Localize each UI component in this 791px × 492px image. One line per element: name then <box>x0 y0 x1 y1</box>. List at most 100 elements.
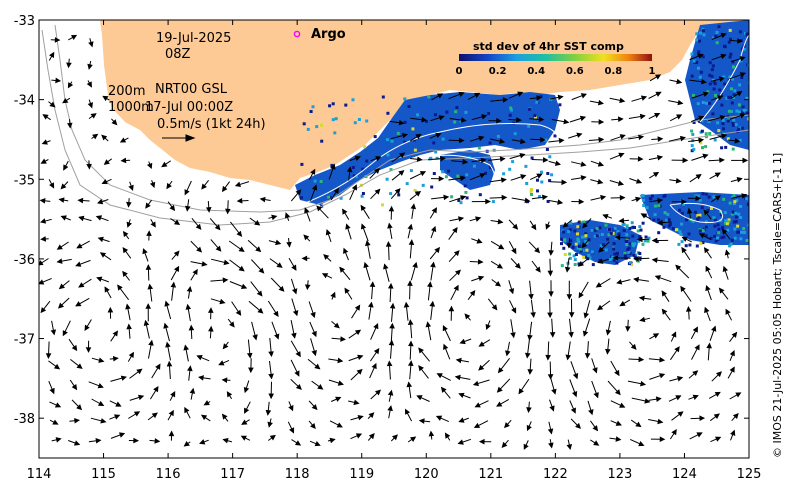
sst-pixel <box>628 242 632 246</box>
current-vector-head <box>458 91 465 98</box>
sst-pixel <box>633 242 637 246</box>
current-vector-head <box>496 386 503 393</box>
sst-pixel <box>707 195 711 199</box>
current-vector-head <box>459 137 465 144</box>
current-vector-head <box>335 396 342 402</box>
current-vector-head <box>252 334 258 341</box>
sst-pixel <box>680 211 684 215</box>
sst-pixel <box>539 95 543 99</box>
ref-time-label: 17-Jul 00:00Z <box>145 100 233 115</box>
current-vector-head <box>535 266 541 273</box>
current-vector-head <box>580 175 587 181</box>
current-vector-head <box>66 62 72 69</box>
sst-pixel <box>311 105 315 109</box>
current-vector-head <box>717 95 724 101</box>
current-vector-head <box>568 312 575 318</box>
current-vector-head <box>55 77 62 84</box>
current-vector-head <box>618 152 625 158</box>
sst-pixel <box>478 193 482 197</box>
isoline-3 <box>699 34 749 123</box>
sst-pixel <box>638 235 642 239</box>
current-vector-head <box>633 255 639 262</box>
current-vector-head <box>715 436 722 442</box>
land-mass <box>100 20 749 190</box>
current-vector-head <box>675 395 682 401</box>
sst-pixel <box>432 172 436 175</box>
current-vector-head <box>354 329 362 336</box>
current-vector-head <box>504 350 511 357</box>
sst-pixel <box>577 220 581 224</box>
sst-pixel <box>491 200 495 204</box>
sst-pixel <box>665 218 669 222</box>
sst-pixel <box>704 234 708 238</box>
sst-pixel <box>741 110 745 114</box>
current-vector-head <box>656 219 663 226</box>
current-vector-head <box>407 319 414 325</box>
current-vector-head <box>40 158 47 164</box>
current-vector-head <box>578 198 585 205</box>
current-vector-head <box>286 241 292 248</box>
current-vector-head <box>368 301 374 308</box>
sst-pixel <box>668 222 672 226</box>
sst-pixel <box>747 117 749 121</box>
current-vector-head <box>736 177 743 183</box>
current-vector-head <box>184 205 191 212</box>
current-vector-head <box>459 338 466 345</box>
sst-pixel <box>643 239 647 243</box>
current-vector-head <box>166 182 172 190</box>
sst-pixel <box>386 111 390 115</box>
sst-pixel <box>649 197 653 201</box>
current-vector-head <box>619 97 626 104</box>
current-vector-head <box>455 357 462 364</box>
current-vector-head <box>60 183 67 190</box>
current-vector-head <box>234 181 242 188</box>
current-vector-head <box>126 323 132 330</box>
current-vector-head <box>284 212 291 219</box>
current-vector-head <box>221 413 228 420</box>
current-vector-head <box>107 306 114 313</box>
current-vector-head <box>582 330 589 337</box>
current-vector-head <box>704 306 710 314</box>
current-vector-head <box>235 309 242 316</box>
x-tick-label: 120 <box>414 467 439 482</box>
current-vector-head <box>78 282 85 288</box>
current-vector-head <box>561 179 568 186</box>
current-vector-head <box>720 53 727 60</box>
sst-pixel <box>411 127 415 131</box>
sst-pixel <box>604 248 608 252</box>
current-vector-head <box>273 310 279 318</box>
sst-pixel <box>333 131 337 135</box>
current-vector-head <box>387 405 393 412</box>
current-vector-head <box>146 162 153 170</box>
current-vector-head <box>161 161 168 168</box>
sst-pixel <box>576 225 580 229</box>
sst-pixel <box>569 221 573 225</box>
sst-pixel <box>737 110 741 114</box>
sst-pixel <box>632 244 636 248</box>
current-vector-head <box>598 119 605 125</box>
argo-marker-icon <box>293 30 301 38</box>
sst-pixel <box>313 179 317 183</box>
current-vector-head <box>201 261 208 267</box>
sst-pixel <box>726 119 730 123</box>
sst-pixel <box>688 243 692 247</box>
sst-pixel <box>692 93 695 97</box>
current-vector-head <box>196 355 203 361</box>
current-vector-head <box>374 389 382 396</box>
sst-pixel <box>563 238 567 242</box>
current-vector-head <box>323 254 330 260</box>
sst-pixel <box>525 182 529 185</box>
sst-pixel <box>725 222 729 226</box>
current-vector-head <box>62 97 69 104</box>
current-vector-head <box>563 118 570 125</box>
sst-pixel <box>583 255 587 259</box>
sst-pixel <box>456 174 460 178</box>
sst-pixel <box>698 229 702 233</box>
current-vector-head <box>238 246 245 253</box>
sst-pixel <box>730 101 734 105</box>
sst-pixel <box>612 247 616 251</box>
current-vector-head <box>677 99 684 106</box>
current-vector-head <box>558 137 565 144</box>
current-vector-head <box>371 362 377 370</box>
current-vectors <box>39 32 749 450</box>
